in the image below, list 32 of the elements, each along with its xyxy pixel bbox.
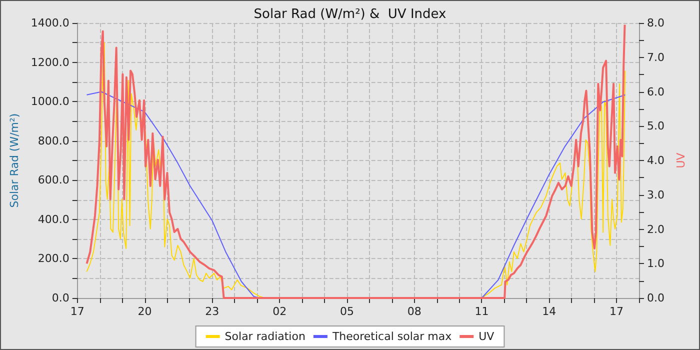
y-tick-label: 1400.0 xyxy=(30,16,70,30)
y-tick-label: 200.0 xyxy=(38,252,70,266)
legend-label: Solar radiation xyxy=(224,330,306,343)
legend-label: Theoretical solar max xyxy=(331,330,452,343)
y2-tick-label: 7.0 xyxy=(647,50,664,64)
x-tick-label: 11 xyxy=(474,305,489,318)
y2-tick-label: 6.0 xyxy=(647,85,664,98)
y-axis-title: Solar Rad (W/m²) xyxy=(8,113,21,208)
chart-title: Solar Rad (W/m²) & UV Index xyxy=(254,7,447,22)
y-tick-label: 1000.0 xyxy=(30,95,70,108)
x-tick-label: 05 xyxy=(340,305,354,318)
x-tick-label: 14 xyxy=(542,305,556,318)
x-tick-label: 23 xyxy=(205,305,220,318)
y2-tick-label: 2.0 xyxy=(647,222,664,236)
y-tick-label: 800.0 xyxy=(38,134,70,148)
y-tick-label: 0.0 xyxy=(52,292,70,304)
y2-tick-label: 1.0 xyxy=(647,257,664,270)
x-tick-label: 20 xyxy=(138,305,152,318)
x-tick-label: 02 xyxy=(272,305,287,318)
y-tick-label: 400.0 xyxy=(38,212,70,226)
y-tick-label: 600.0 xyxy=(38,174,70,187)
y2-tick-label: 3.0 xyxy=(647,188,664,202)
y2-tick-label: 8.0 xyxy=(647,16,664,30)
y2-tick-label: 5.0 xyxy=(647,120,664,133)
y-tick-label: 1200.0 xyxy=(30,56,70,69)
y2-axis-title: UV xyxy=(674,152,688,168)
y2-tick-label: 0.0 xyxy=(647,292,664,304)
legend-label: UV xyxy=(478,330,495,343)
y2-tick-label: 4.0 xyxy=(647,154,664,167)
x-tick-label: 08 xyxy=(407,305,422,318)
x-tick-label: 17 xyxy=(610,305,624,318)
x-tick-label: 17 xyxy=(70,305,84,318)
